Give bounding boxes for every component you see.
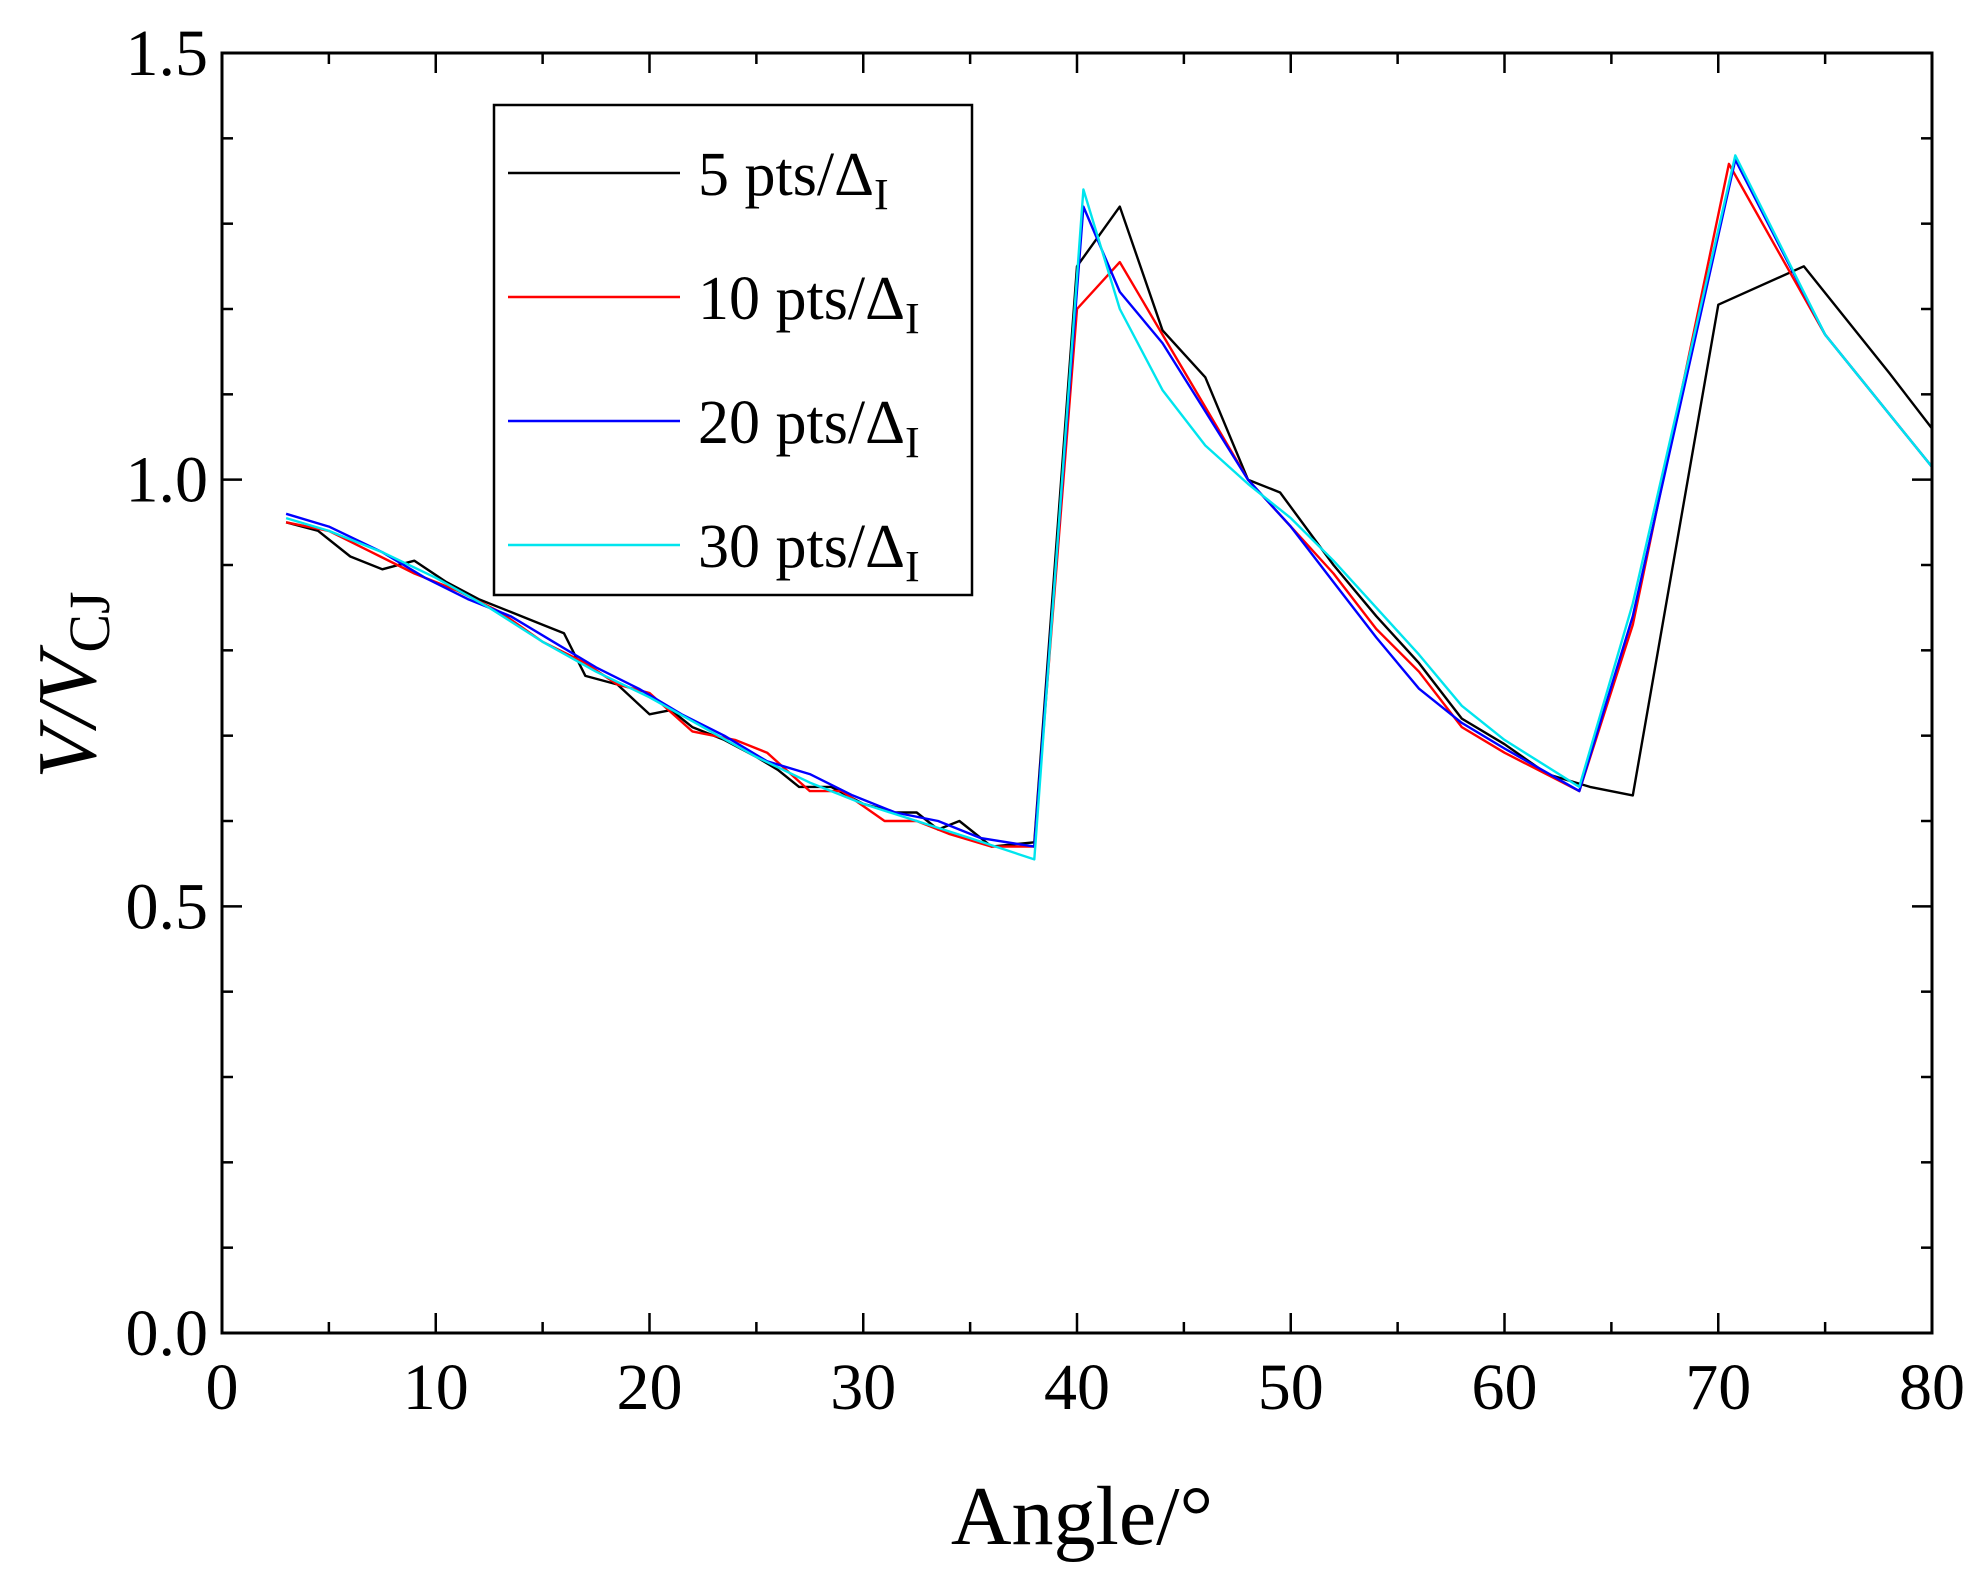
x-tick-label: 80 — [1899, 1351, 1965, 1424]
legend-label-1: 5 pts/ΔI — [698, 141, 889, 219]
y-tick-label: 1.0 — [126, 444, 209, 517]
y-tick-label: 1.5 — [126, 17, 209, 90]
legend-label-3: 20 pts/ΔI — [698, 389, 920, 467]
y-tick-labels: 0.0 0.5 1.0 1.5 — [126, 17, 209, 1370]
y-tick-label: 0.0 — [126, 1297, 209, 1370]
x-tick-label: 70 — [1685, 1351, 1751, 1424]
plot-frame — [220, 51, 1934, 1335]
y-tick-label: 0.5 — [126, 870, 209, 943]
series-layer — [285, 154, 1933, 861]
legend-label-4: 30 pts/ΔI — [698, 513, 920, 591]
series-line-3 — [285, 158, 1933, 848]
legend-label-2: 10 pts/ΔI — [698, 265, 920, 343]
plot-area-border — [220, 51, 1934, 1335]
x-tick-labels: 0 10 20 30 40 50 60 70 80 — [206, 1351, 1966, 1424]
axis-ticks — [220, 51, 1934, 1335]
y-axis-title: V/VCJ — [21, 591, 122, 778]
x-tick-label: 20 — [617, 1351, 683, 1424]
legend-entries: 5 pts/ΔI 10 pts/ΔI 20 pts/ΔI 30 pts/ΔI — [508, 141, 920, 591]
legend-box — [492, 103, 974, 597]
legend: 5 pts/ΔI 10 pts/ΔI 20 pts/ΔI 30 pts/ΔI — [492, 103, 974, 597]
x-tick-label: 10 — [403, 1351, 469, 1424]
series-line-4 — [285, 154, 1933, 861]
y-axis-title-subscript: CJ — [57, 591, 122, 652]
x-axis-title: Angle/° — [951, 1470, 1213, 1563]
x-tick-label: 0 — [206, 1351, 239, 1424]
x-tick-label: 60 — [1472, 1351, 1538, 1424]
x-tick-label: 50 — [1258, 1351, 1324, 1424]
x-tick-label: 30 — [830, 1351, 896, 1424]
x-tick-label: 40 — [1044, 1351, 1110, 1424]
y-axis-title-main: V/V — [21, 644, 114, 779]
series-line-1 — [285, 205, 1933, 848]
